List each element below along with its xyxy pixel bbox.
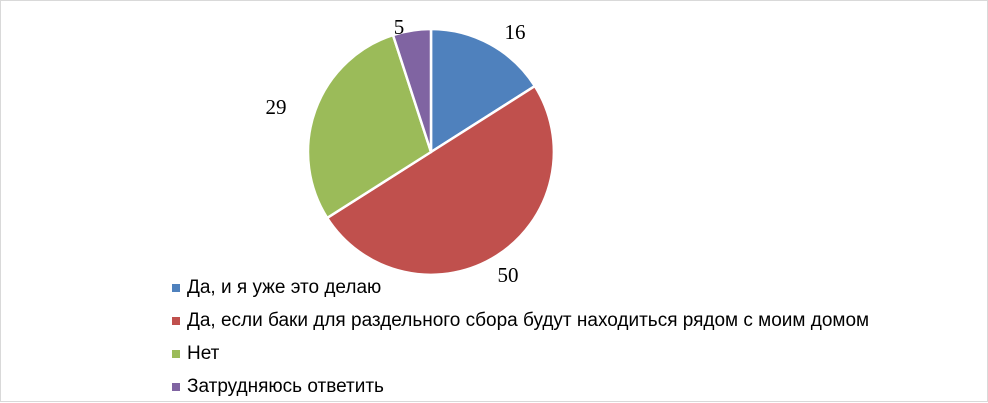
pie-slice-1 [429, 27, 537, 154]
legend: Да, и я уже это делаю Да, если баки для р… [172, 277, 869, 397]
legend-swatch-1 [172, 284, 180, 292]
legend-label-1: Да, и я уже это делаю [187, 277, 381, 298]
legend-swatch-4 [172, 383, 180, 391]
data-label-3: 29 [266, 95, 287, 119]
pie-slices [306, 27, 556, 276]
legend-label-3: Нет [187, 343, 220, 364]
legend-label-4: Затрудняюсь ответить [187, 376, 384, 397]
data-label-2: 50 [498, 263, 519, 287]
pie-slice-3 [306, 33, 433, 220]
pie-slice-4 [391, 27, 433, 154]
data-label-1: 16 [505, 20, 526, 44]
pie-slice-2 [325, 84, 556, 276]
legend-label-2: Да, если баки для раздельного сбора буду… [187, 310, 869, 331]
legend-swatch-3 [172, 350, 180, 358]
legend-swatch-2 [172, 317, 180, 325]
data-labels: 16 50 29 5 [266, 15, 526, 287]
data-label-4: 5 [394, 15, 405, 39]
